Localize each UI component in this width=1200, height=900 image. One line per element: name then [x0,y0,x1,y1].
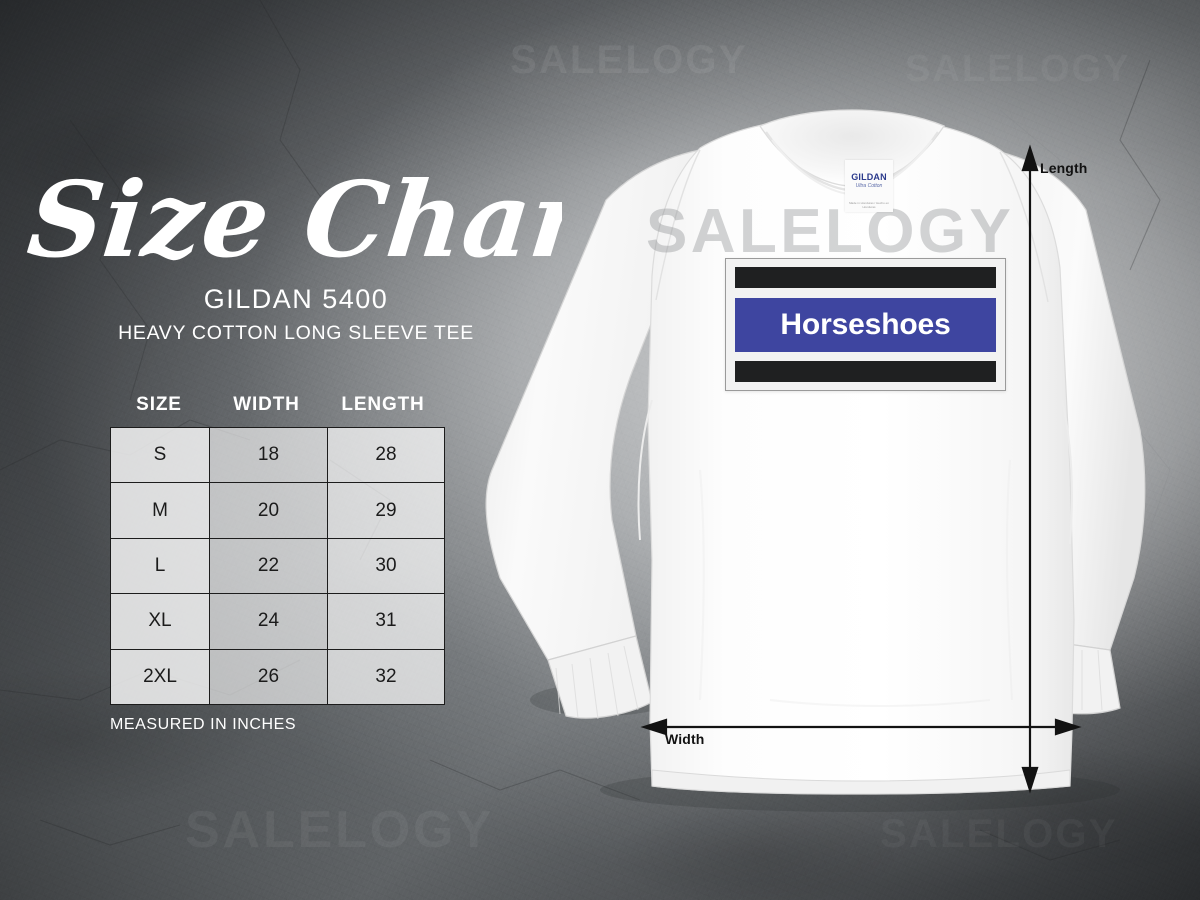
table-row: 2XL 26 32 [110,648,445,705]
watermark-bottom-left: SALELOGY [185,801,494,859]
shirt-collar [759,109,945,187]
gildan-fineprint: Made in Honduras / Hecho en Honduras [849,201,889,209]
graphic-blue-band: Horseshoes [735,297,996,352]
table-row: M 20 29 [110,482,445,539]
cell-length: 29 [327,482,445,539]
cell-length: 32 [327,648,445,705]
cell-width: 18 [209,426,328,484]
shirt-hem [651,769,1071,795]
header-length: LENGTH [341,394,425,415]
cell-size: M [110,482,210,539]
graphic-bottom-black-bar [735,361,996,382]
watermark-top-right: SALELOGY [905,48,1131,90]
header-size: SIZE [136,394,182,415]
cell-size: 2XL [110,648,210,705]
cell-width: 24 [209,593,328,650]
product-description: HEAVY COTTON LONG SLEEVE TEE [118,322,474,344]
table-row: XL 24 31 [110,593,445,650]
size-table-headers: SIZE WIDTH LENGTH [110,394,441,416]
graphic-top-black-bar [735,267,996,288]
measured-in-inches-note: MEASURED IN INCHES [110,716,297,733]
page-title: Size Chart [22,158,562,281]
cell-length: 31 [327,593,445,650]
cell-size: S [110,426,210,484]
cell-width: 20 [209,482,328,539]
cell-size: XL [110,593,210,650]
page-title-text: Size Chart [22,158,562,281]
gildan-tagline-text: Ultra Cotton [855,183,883,189]
header-width: WIDTH [233,394,300,415]
length-label: Length [1040,160,1088,176]
length-dimension-arrow [1021,144,1039,794]
table-row: L 22 30 [110,537,445,595]
gildan-brand-text: GILDAN [851,172,887,182]
width-label: Width [665,731,705,747]
table-row: S 18 28 [110,426,445,484]
graphic-text: Horseshoes [780,307,951,341]
shirt-graphic-plate: Horseshoes [725,258,1006,391]
cell-width: 22 [209,537,328,595]
gildan-neck-tag: GILDAN Ultra Cotton Made in Honduras / H… [845,160,893,212]
watermark-shirt: SALELOGY [646,197,1015,266]
cell-size: L [110,537,210,595]
size-table: S 18 28 M 20 29 L 22 30 XL 24 31 2XL 26 [110,426,445,705]
cell-length: 30 [327,537,445,595]
watermark-top: SALELOGY [510,38,748,82]
shirt-left-sleeve [485,149,701,661]
cell-width: 26 [209,648,328,705]
width-dimension-arrow [640,718,1082,736]
cell-length: 28 [327,426,445,484]
product-model: GILDAN 5400 [203,284,389,314]
watermark-bottom-right: SALELOGY [880,812,1118,857]
